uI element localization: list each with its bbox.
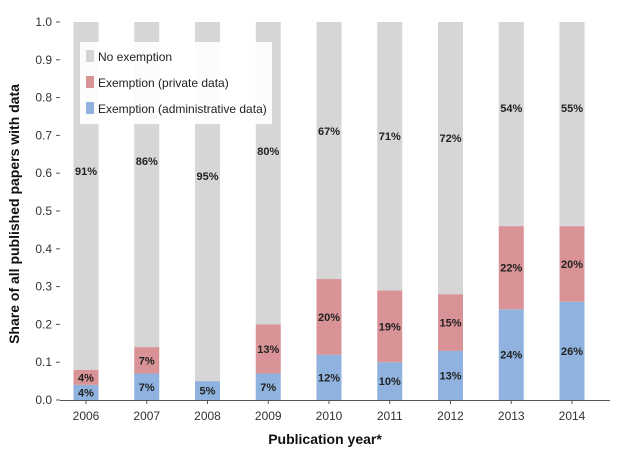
bar-segment-2012-2 [438, 22, 463, 295]
bar-segment-2010-2 [316, 22, 342, 280]
legend: No exemption Exemption (private data) Exem… [80, 42, 272, 124]
legend-swatch-1 [86, 76, 94, 88]
bar-segment-2010-0 [316, 354, 342, 400]
bar-label-2012-1: 15% [439, 318, 461, 330]
legend-swatch-0 [86, 50, 94, 62]
legend-label-2: Exemption (administrative data) [98, 102, 267, 116]
bar-label-2008-0: 5% [200, 386, 216, 398]
y-tick-label-4: 0.4 [35, 242, 52, 256]
x-tick-label-2007: 2007 [133, 409, 160, 423]
bar-label-2012-2: 72% [439, 133, 461, 145]
legend-label-0: No exemption [98, 50, 172, 64]
x-tick-label-2013: 2013 [498, 409, 525, 423]
bar-label-2011-1: 19% [379, 321, 401, 333]
y-tick-label-0: 0.0 [35, 393, 52, 407]
bar-label-2014-1: 20% [561, 259, 583, 271]
bar-segment-2012-1 [438, 294, 463, 351]
y-tick-label-2: 0.2 [35, 317, 52, 331]
bar-segment-2013-2 [498, 22, 524, 227]
bar-segment-2012-0 [438, 350, 463, 400]
bar-labels-layer: 4% 4% 91% 7% 7% 86% 5% 95% 7% 13% 80% 12% 20% 67% 10% 1… [75, 103, 583, 400]
bar-label-2011-0: 10% [379, 376, 401, 388]
legend-swatch-2 [86, 102, 94, 114]
bar-segment-2007-0 [134, 373, 160, 400]
bar-label-2010-0: 12% [318, 372, 340, 384]
legend-label-1: Exemption (private data) [98, 76, 229, 90]
bar-label-2006-0: 4% [78, 387, 94, 399]
y-tick-label-9: 0.9 [35, 53, 52, 67]
x-tick-label-2010: 2010 [316, 409, 343, 423]
x-tick-label-2008: 2008 [194, 409, 221, 423]
bar-segment-2010-1 [316, 279, 342, 355]
bar-segment-2013-0 [498, 309, 524, 400]
x-tick-label-2009: 2009 [255, 409, 282, 423]
bar-segment-2011-2 [377, 22, 403, 291]
bar-segment-2014-0 [559, 301, 585, 400]
bar-label-2014-0: 26% [561, 346, 583, 358]
legend-box [80, 42, 272, 124]
bar-segment-2008-0 [195, 381, 220, 400]
y-tick-label-10: 1.0 [35, 15, 52, 29]
bar-label-2013-2: 54% [500, 103, 522, 115]
bar-segment-2009-1 [255, 324, 281, 374]
bar-label-2014-2: 55% [561, 103, 583, 115]
bar-label-2007-1: 7% [139, 355, 155, 367]
bar-label-2011-2: 71% [379, 131, 401, 143]
x-tick-label-2012: 2012 [437, 409, 464, 423]
bar-segment-2009-0 [255, 373, 281, 400]
x-tick-label-2006: 2006 [73, 409, 100, 423]
bar-label-2006-2: 91% [75, 166, 97, 178]
bar-label-2008-2: 95% [196, 171, 218, 183]
y-tick-label-8: 0.8 [35, 91, 52, 105]
axes-layer: 0.0 0.1 0.2 0.3 0.4 0.5 0.6 0.7 0.8 0.9 1.0 2006 200… [35, 15, 610, 423]
bar-segment-2011-0 [377, 362, 403, 400]
bar-label-2010-1: 20% [318, 312, 340, 324]
bar-label-2007-2: 86% [136, 156, 158, 168]
bar-label-2010-2: 67% [318, 126, 340, 138]
bar-segment-2011-1 [377, 290, 403, 363]
x-axis-title: Publication year* [268, 431, 382, 447]
y-tick-label-1: 0.1 [35, 355, 52, 369]
x-tick-label-2014: 2014 [559, 409, 586, 423]
bar-label-2013-0: 24% [500, 350, 522, 362]
y-tick-label-5: 0.5 [35, 204, 52, 218]
x-tick-label-2011: 2011 [377, 409, 403, 423]
bar-segment-2007-1 [134, 347, 160, 374]
bar-label-2009-2: 80% [257, 146, 279, 158]
bar-label-2007-0: 7% [139, 382, 155, 394]
y-tick-label-6: 0.6 [35, 166, 52, 180]
bar-label-2006-1: 4% [78, 372, 94, 384]
bar-label-2009-0: 7% [260, 382, 276, 394]
bar-label-2009-1: 13% [257, 344, 279, 356]
bar-segment-2006-0 [73, 384, 99, 400]
y-axis-title: Share of all published papers with data [6, 84, 22, 344]
y-tick-label-7: 0.7 [35, 128, 52, 142]
bar-label-2013-1: 22% [500, 263, 522, 275]
y-tick-label-3: 0.3 [35, 280, 52, 294]
bar-segment-2006-1 [73, 369, 99, 385]
bar-segment-2014-2 [559, 22, 585, 227]
bar-label-2012-0: 13% [439, 370, 461, 382]
bar-segment-2013-1 [498, 226, 524, 310]
bar-segment-2014-1 [559, 226, 585, 302]
